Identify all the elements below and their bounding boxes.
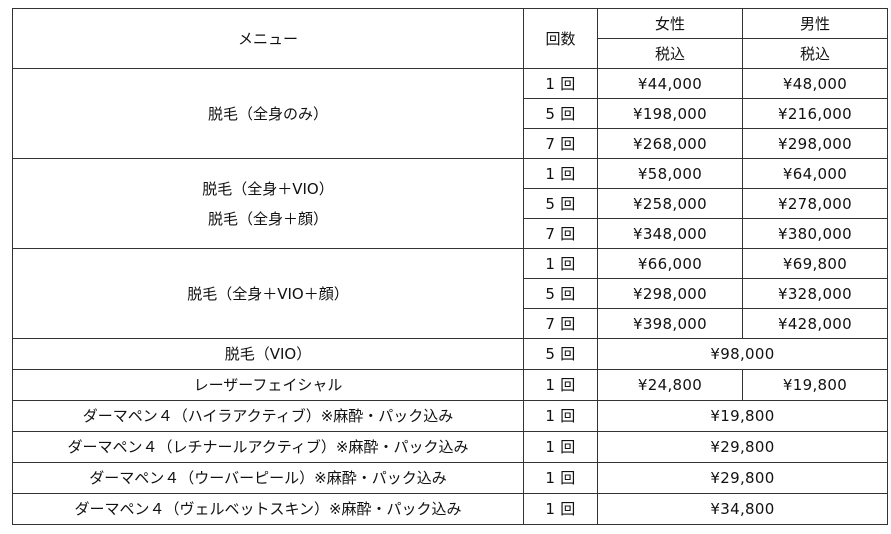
price-cell-male: ¥428,000 <box>742 308 888 339</box>
price-cell-shared: ¥19,800 <box>597 400 888 432</box>
price-cell-female: ¥398,000 <box>597 308 743 339</box>
price-cell-male: ¥216,000 <box>742 98 888 129</box>
count-cell: 1 回 <box>523 400 598 432</box>
header-male: 男性 <box>742 8 888 39</box>
table-row: ダーマペン４（ヴェルベットスキン）※麻酔・パック込み 1 回 ¥34,800 <box>12 493 888 525</box>
header-menu: メニュー <box>12 8 524 69</box>
price-cell-male: ¥64,000 <box>742 158 888 189</box>
menu-name: 脱毛（全身＋VIO） <box>202 179 334 198</box>
menu-name: 脱毛（全身のみ） <box>207 104 328 123</box>
menu-cell: ダーマペン４（ハイラアクティブ）※麻酔・パック込み <box>12 400 524 432</box>
count-cell: 7 回 <box>523 218 598 249</box>
price-cell-male: ¥328,000 <box>742 278 888 309</box>
table-row: ダーマペン４（レチナールアクティブ）※麻酔・パック込み 1 回 ¥29,800 <box>12 431 888 463</box>
price-cell-female: ¥44,000 <box>597 68 743 99</box>
table-row: ダーマペン４（ハイラアクティブ）※麻酔・パック込み 1 回 ¥19,800 <box>12 400 888 432</box>
price-cell-male: ¥278,000 <box>742 188 888 219</box>
price-cell-male: ¥298,000 <box>742 128 888 159</box>
price-cell-male: ¥48,000 <box>742 68 888 99</box>
menu-cell: 脱毛（VIO） <box>12 338 524 370</box>
count-cell: 1 回 <box>523 158 598 189</box>
price-table-body: 脱毛（全身のみ） 1 回 ¥44,000 ¥48,000 5 回 ¥198,000 ¥216… <box>12 68 888 525</box>
price-cell-male: ¥19,800 <box>742 369 888 401</box>
header-male-tax: 税込 <box>742 38 888 69</box>
menu-name: ダーマペン４（ハイラアクティブ）※麻酔・パック込み <box>82 407 454 425</box>
price-cell-female: ¥258,000 <box>597 188 743 219</box>
count-cell: 7 回 <box>523 308 598 339</box>
count-cell: 1 回 <box>523 431 598 463</box>
table-row: 脱毛（全身＋VIO＋顔） 1 回 ¥66,000 ¥69,800 <box>12 248 888 339</box>
menu-cell: 脱毛（全身のみ） <box>12 68 524 159</box>
price-cell-female: ¥268,000 <box>597 128 743 159</box>
price-cell-female: ¥58,000 <box>597 158 743 189</box>
price-cell-male: ¥380,000 <box>742 218 888 249</box>
count-cell: 1 回 <box>523 68 598 99</box>
table-row: 7 回 ¥268,000 ¥298,000 <box>13 128 888 159</box>
price-cell-male: ¥69,800 <box>742 248 888 279</box>
menu-cell: 脱毛（全身＋VIO＋顔） <box>12 248 524 339</box>
menu-cell: レーザーフェイシャル <box>12 369 524 401</box>
table-row: ダーマペン４（ウーバーピール）※麻酔・パック込み 1 回 ¥29,800 <box>12 462 888 494</box>
header-row-2: 税込 税込 <box>13 38 888 69</box>
menu-name: ダーマペン４（レチナールアクティブ）※麻酔・パック込み <box>67 438 469 456</box>
count-cell: 1 回 <box>523 462 598 494</box>
table-row: 5 回 ¥298,000 ¥328,000 <box>13 278 888 309</box>
count-cell: 1 回 <box>523 493 598 525</box>
price-cell-female: ¥298,000 <box>597 278 743 309</box>
price-cell-female: ¥66,000 <box>597 248 743 279</box>
menu-name: 脱毛（全身＋顔） <box>207 209 328 228</box>
menu-name: 脱毛（全身＋VIO＋顔） <box>187 284 349 303</box>
price-cell-shared: ¥29,800 <box>597 462 888 494</box>
header-female: 女性 <box>597 8 743 39</box>
price-cell-female: ¥198,000 <box>597 98 743 129</box>
table-row: レーザーフェイシャル 1 回 ¥24,800 ¥19,800 <box>12 369 888 401</box>
menu-cell: ダーマペン４（レチナールアクティブ）※麻酔・パック込み <box>12 431 524 463</box>
count-cell: 5 回 <box>523 278 598 309</box>
table-row: 脱毛（全身＋VIO） 脱毛（全身＋顔） 1 回 ¥58,000 ¥64,000 <box>12 158 888 249</box>
count-cell: 5 回 <box>523 98 598 129</box>
header-count: 回数 <box>523 8 598 69</box>
count-cell: 1 回 <box>523 369 598 401</box>
table-row: 脱毛（全身のみ） 1 回 ¥44,000 ¥48,000 <box>12 68 888 159</box>
table-row: 5 回 ¥198,000 ¥216,000 <box>13 98 888 129</box>
menu-cell: ダーマペン４（ウーバーピール）※麻酔・パック込み <box>12 462 524 494</box>
menu-name: ダーマペン４（ウーバーピール）※麻酔・パック込み <box>89 469 447 487</box>
table-row: 脱毛（VIO） 5 回 ¥98,000 <box>12 338 888 370</box>
price-cell-shared: ¥29,800 <box>597 431 888 463</box>
menu-name: ダーマペン４（ヴェルベットスキン）※麻酔・パック込み <box>74 500 462 518</box>
menu-cell: 脱毛（全身＋VIO） 脱毛（全身＋顔） <box>12 158 524 249</box>
price-table: メニュー 回数 女性 男性 税込 税込 脱毛（全身のみ） 1 回 ¥44,000 ¥4… <box>12 8 888 525</box>
price-cell-shared: ¥98,000 <box>597 338 888 370</box>
price-cell-female: ¥348,000 <box>597 218 743 249</box>
table-row: 5 回 ¥258,000 ¥278,000 <box>13 188 888 219</box>
menu-name: レーザーフェイシャル <box>193 376 343 394</box>
count-cell: 5 回 <box>523 188 598 219</box>
table-row: 7 回 ¥348,000 ¥380,000 <box>13 218 888 249</box>
header-female-tax: 税込 <box>597 38 743 69</box>
table-row: 7 回 ¥398,000 ¥428,000 <box>13 308 888 339</box>
count-cell: 7 回 <box>523 128 598 159</box>
menu-name: 脱毛（VIO） <box>224 345 312 363</box>
price-cell-shared: ¥34,800 <box>597 493 888 525</box>
count-cell: 1 回 <box>523 248 598 279</box>
count-cell: 5 回 <box>523 338 598 370</box>
header-row-1: メニュー 回数 女性 男性 <box>12 8 888 69</box>
price-cell-female: ¥24,800 <box>597 369 743 401</box>
menu-cell: ダーマペン４（ヴェルベットスキン）※麻酔・パック込み <box>12 493 524 525</box>
